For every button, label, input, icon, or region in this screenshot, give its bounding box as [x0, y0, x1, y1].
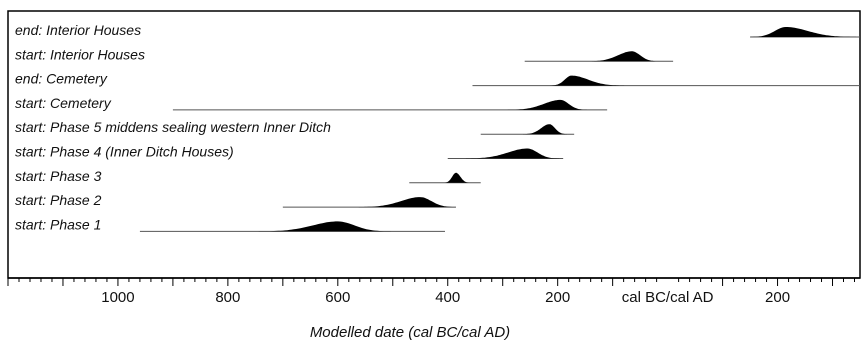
row-label: end: Cemetery	[15, 71, 108, 87]
x-axis: 1000 800 600 400 200 200	[7, 277, 860, 306]
density-rows: end: Interior Houses start: Interior Hous…	[15, 22, 860, 232]
row-label: start: Phase 4 (Inner Ditch Houses)	[15, 144, 234, 160]
density-shape	[507, 99, 587, 110]
tick-label: 1000	[101, 289, 134, 306]
tick-label: 200	[545, 289, 570, 306]
density-shape	[358, 197, 456, 208]
row-label: start: Phase 5 middens sealing western I…	[15, 119, 331, 135]
tick-label: 400	[435, 289, 460, 306]
density-row: start: Phase 5 middens sealing western I…	[15, 119, 575, 135]
row-label: start: Cemetery	[15, 95, 112, 111]
density-shape	[750, 27, 857, 37]
density-shape	[465, 148, 560, 159]
density-shape	[550, 75, 625, 86]
row-label: start: Phase 1	[15, 216, 101, 232]
density-row: start: Phase 4 (Inner Ditch Houses)	[15, 144, 564, 160]
density-row: start: Phase 3	[15, 168, 481, 184]
density-row: end: Interior Houses	[15, 22, 860, 38]
density-row: start: Interior Houses	[15, 46, 674, 62]
row-label: start: Phase 2	[15, 192, 102, 208]
density-row: start: Phase 2	[15, 192, 456, 208]
row-label: start: Interior Houses	[15, 46, 145, 62]
tick-label: 200	[765, 289, 790, 306]
density-shape	[443, 172, 471, 183]
density-row: start: Phase 1	[15, 216, 445, 232]
tick-label: 600	[325, 289, 350, 306]
row-label: end: Interior Houses	[15, 22, 141, 38]
density-row: start: Cemetery	[15, 95, 608, 111]
density-shape	[587, 51, 659, 62]
era-label: cal BC/cal AD	[622, 289, 714, 306]
density-shape	[523, 124, 568, 135]
x-axis-title: Modelled date (cal BC/cal AD)	[310, 324, 510, 341]
density-row: end: Cemetery	[15, 71, 860, 87]
tick-label: 800	[215, 289, 240, 306]
row-label: start: Phase 3	[15, 168, 102, 184]
density-shape	[258, 221, 391, 232]
